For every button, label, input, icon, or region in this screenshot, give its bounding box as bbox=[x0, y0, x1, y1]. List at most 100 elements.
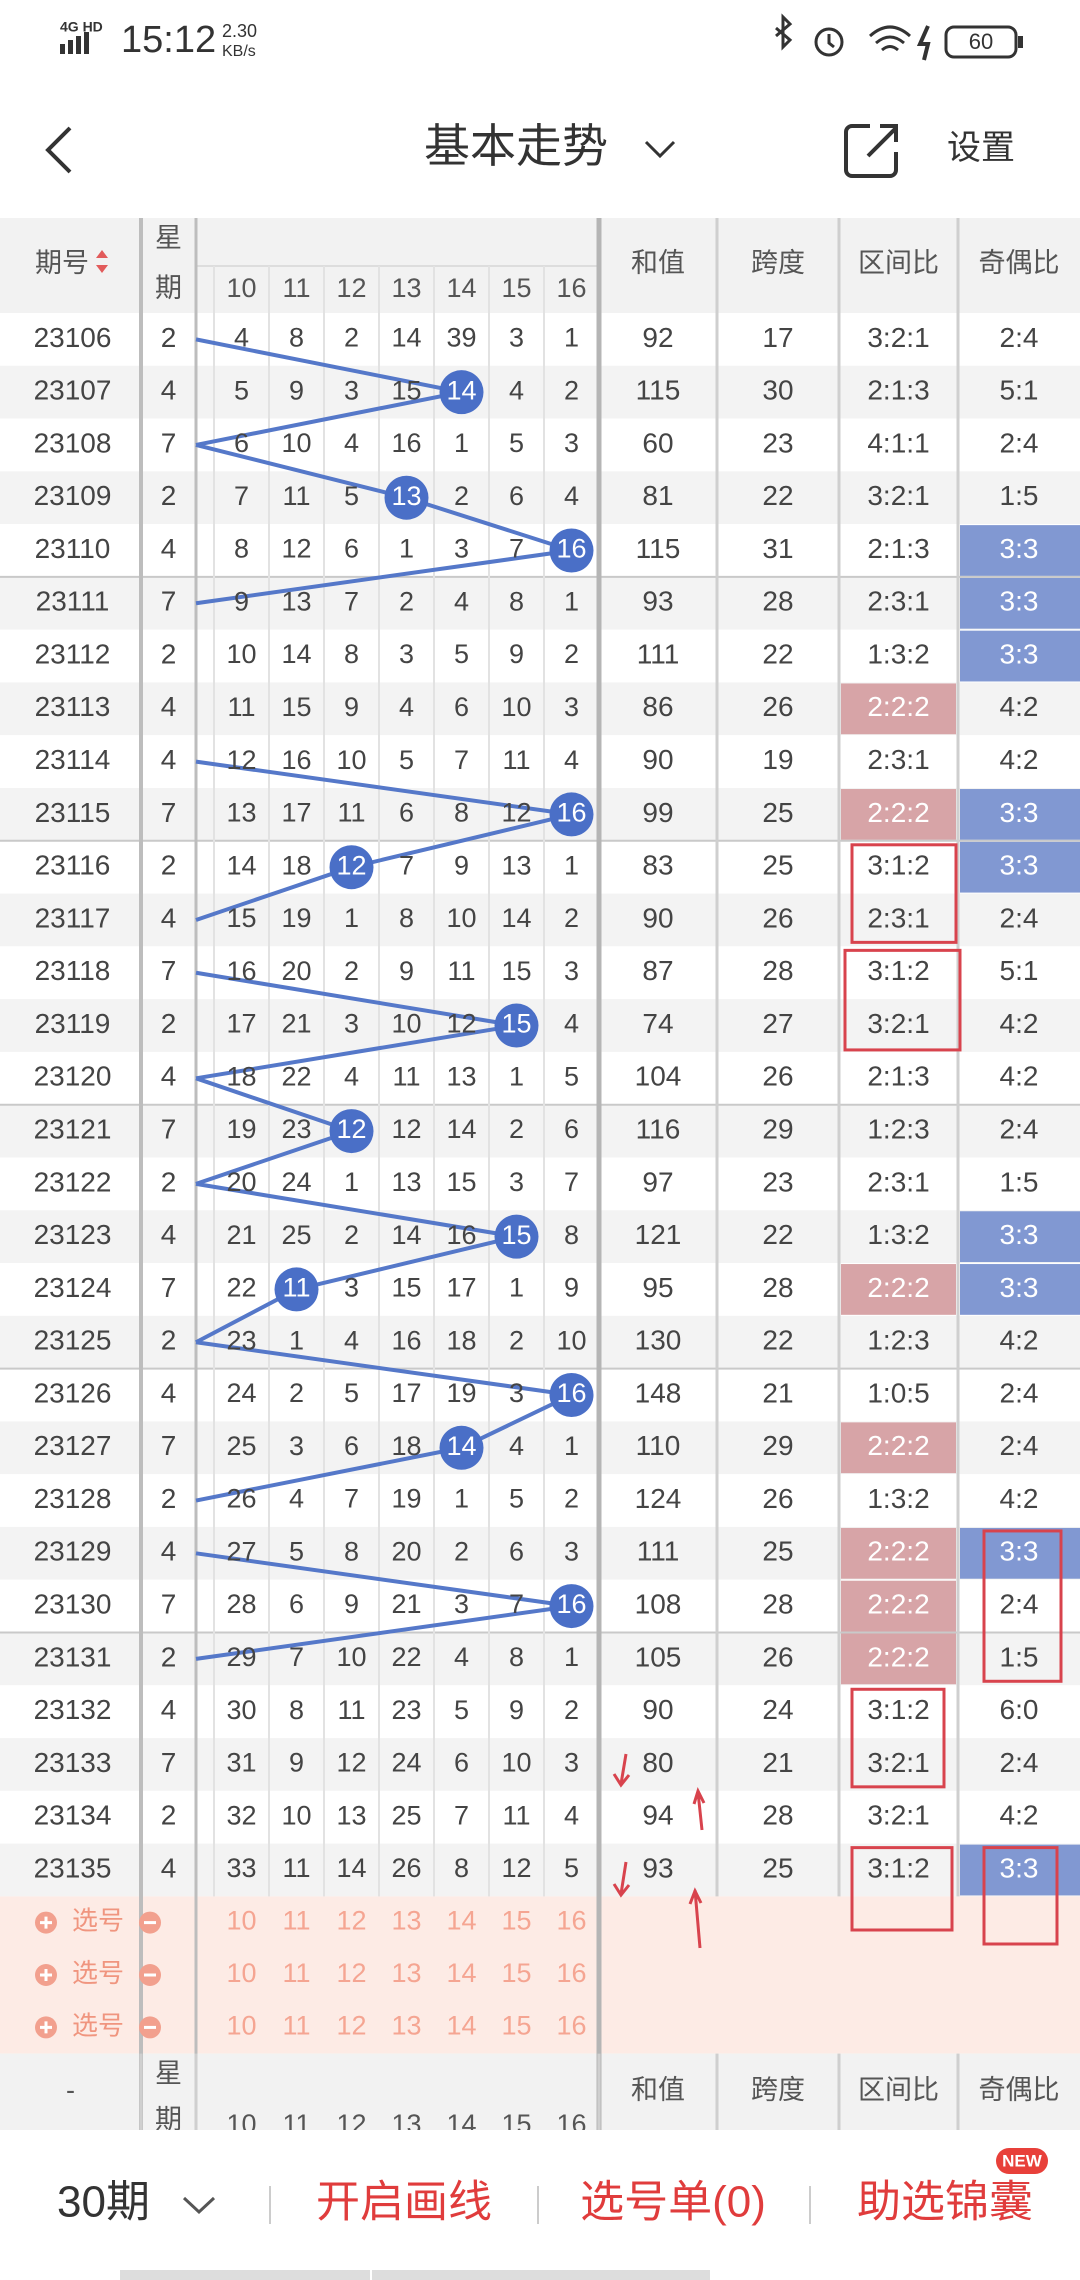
miss-count: 13 bbox=[336, 1800, 366, 1830]
select-label[interactable]: 选号 bbox=[72, 1958, 124, 1988]
parity-ratio: 1:5 bbox=[1000, 480, 1039, 511]
select-number[interactable]: 10 bbox=[226, 1906, 256, 1936]
select-number[interactable]: 14 bbox=[446, 2011, 476, 2041]
select-number[interactable]: 12 bbox=[336, 1906, 366, 1936]
miss-count: 1 bbox=[564, 850, 579, 880]
select-number[interactable]: 15 bbox=[501, 2011, 531, 2041]
miss-count: 7 bbox=[509, 534, 524, 564]
settings-button[interactable]: 设置 bbox=[947, 129, 1015, 167]
period-selector[interactable]: 30期 bbox=[57, 2178, 150, 2227]
trend-line bbox=[351, 812, 572, 870]
miss-count: 21 bbox=[391, 1589, 421, 1619]
span: 26 bbox=[762, 691, 793, 722]
miss-count: 26 bbox=[391, 1853, 421, 1883]
zone-ratio: 2:2:2 bbox=[867, 1589, 929, 1620]
select-number[interactable]: 13 bbox=[391, 1958, 421, 1988]
span: 27 bbox=[762, 1008, 793, 1039]
select-number[interactable]: 13 bbox=[391, 2011, 421, 2041]
miss-count: 14 bbox=[336, 1853, 366, 1883]
title-dropdown[interactable] bbox=[644, 140, 676, 159]
ball bbox=[549, 792, 594, 837]
miss-count: 2 bbox=[454, 1536, 469, 1566]
select-number[interactable]: 10 bbox=[226, 2011, 256, 2041]
sum: 97 bbox=[642, 1166, 673, 1197]
miss-count: 7 bbox=[564, 1167, 579, 1197]
trend-line bbox=[405, 495, 573, 553]
selection-list-button[interactable]: 选号单(0) bbox=[580, 2178, 766, 2227]
zone-ratio: 3:2:1 bbox=[867, 322, 929, 353]
period: 23117 bbox=[35, 902, 111, 933]
zone-ratio: 2:2:2 bbox=[867, 1536, 929, 1567]
parity-ratio: 3:3 bbox=[1000, 1272, 1039, 1303]
period: 23122 bbox=[34, 1166, 112, 1197]
sum: 115 bbox=[636, 375, 681, 406]
zone-ratio: 1:0:5 bbox=[867, 1377, 929, 1408]
add-icon bbox=[40, 2021, 52, 2034]
trend-line bbox=[195, 865, 353, 922]
annotation-box bbox=[843, 948, 962, 1052]
miss-count: 8 bbox=[564, 1220, 579, 1250]
miss-count: 5 bbox=[564, 1853, 579, 1883]
miss-count: 9 bbox=[454, 850, 469, 880]
bottom-header-span: 跨度 bbox=[751, 2075, 805, 2105]
select-label[interactable]: 选号 bbox=[72, 2010, 124, 2040]
weekday: 4 bbox=[161, 1536, 177, 1567]
ball-number: 16 bbox=[556, 1378, 586, 1408]
draw-line-button[interactable]: 开启画线 bbox=[316, 2178, 492, 2227]
miss-count: 13 bbox=[501, 850, 531, 880]
miss-count: 22 bbox=[391, 1642, 421, 1672]
select-number[interactable]: 11 bbox=[282, 1906, 310, 1936]
sum: 111 bbox=[637, 638, 680, 669]
select-number[interactable]: 10 bbox=[226, 1958, 256, 1988]
select-number[interactable]: 12 bbox=[336, 1958, 366, 1988]
select-label[interactable]: 选号 bbox=[72, 1905, 124, 1935]
parity-highlight bbox=[960, 841, 1080, 893]
weekday: 4 bbox=[161, 1377, 177, 1408]
miss-count: 12 bbox=[281, 534, 311, 564]
ball-number: 16 bbox=[556, 534, 586, 564]
row-bg bbox=[0, 629, 1080, 683]
miss-count: 7 bbox=[344, 1484, 359, 1514]
parity-ratio: 2:4 bbox=[1000, 1377, 1039, 1408]
select-number[interactable]: 15 bbox=[501, 1906, 531, 1936]
ball bbox=[329, 845, 374, 890]
zone-ratio: 3:1:2 bbox=[867, 955, 929, 986]
miss-count: 16 bbox=[391, 428, 421, 458]
select-number[interactable]: 14 bbox=[446, 1958, 476, 1988]
back-button[interactable] bbox=[45, 126, 72, 174]
row-bg bbox=[0, 840, 1080, 894]
row-bg bbox=[0, 471, 1080, 525]
select-number[interactable]: 11 bbox=[282, 2011, 310, 2041]
select-number[interactable]: 14 bbox=[446, 1906, 476, 1936]
period: 23124 bbox=[34, 1272, 112, 1303]
share-button[interactable] bbox=[844, 124, 898, 178]
sum: 148 bbox=[635, 1377, 682, 1408]
miss-count: 3 bbox=[344, 1273, 359, 1303]
zone-ratio: 3:1:2 bbox=[867, 1694, 929, 1725]
annotation-box bbox=[850, 1687, 946, 1789]
weekday: 2 bbox=[161, 1800, 177, 1831]
assist-button[interactable]: 助选锦囊 bbox=[857, 2178, 1033, 2227]
select-number[interactable]: 12 bbox=[336, 2011, 366, 2041]
trend-line bbox=[195, 337, 462, 395]
zone-ratio: 2:1:3 bbox=[867, 1061, 929, 1092]
select-number[interactable]: 11 bbox=[282, 1958, 310, 1988]
page-title[interactable]: 基本走势 bbox=[424, 120, 608, 172]
miss-count: 18 bbox=[226, 1061, 256, 1091]
miss-count: 10 bbox=[501, 1748, 531, 1778]
net-speed-unit: KB/s bbox=[222, 43, 256, 60]
period: 23131 bbox=[34, 1641, 112, 1672]
select-number[interactable]: 15 bbox=[501, 1958, 531, 1988]
parity-highlight bbox=[960, 525, 1080, 576]
select-number[interactable]: 16 bbox=[556, 2011, 586, 2041]
miss-count: 15 bbox=[446, 1167, 476, 1197]
select-number[interactable]: 16 bbox=[556, 1958, 586, 1988]
select-number[interactable]: 13 bbox=[391, 1906, 421, 1936]
select-number[interactable]: 16 bbox=[556, 1906, 586, 1936]
row-bg bbox=[0, 1210, 1080, 1264]
miss-count: 11 bbox=[502, 1800, 530, 1830]
sum: 90 bbox=[642, 1694, 673, 1725]
period-dropdown[interactable] bbox=[182, 2196, 216, 2215]
miss-count: 3 bbox=[564, 428, 579, 458]
